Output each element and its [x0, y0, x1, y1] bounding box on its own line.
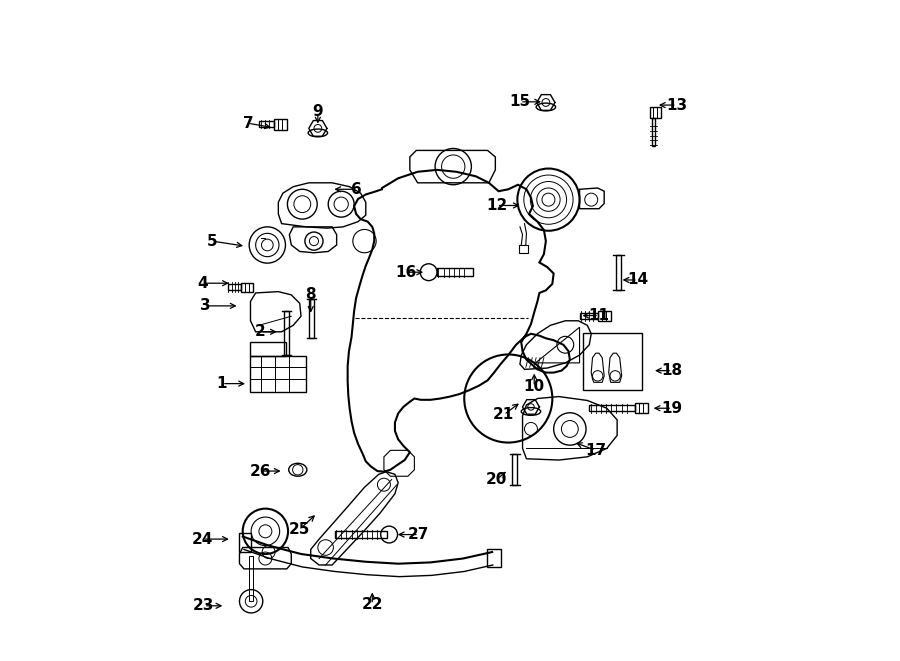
Text: 14: 14 — [627, 272, 648, 288]
Bar — [580, 313, 598, 319]
Text: 9: 9 — [312, 104, 323, 119]
Text: 27: 27 — [409, 527, 429, 542]
Text: 6: 6 — [351, 182, 362, 197]
Text: 8: 8 — [305, 288, 316, 302]
Bar — [250, 356, 305, 392]
Text: 23: 23 — [194, 598, 214, 613]
Text: 15: 15 — [509, 95, 530, 109]
Text: 3: 3 — [200, 298, 211, 313]
Text: 20: 20 — [486, 472, 508, 487]
Text: 12: 12 — [486, 198, 508, 213]
Bar — [250, 342, 286, 356]
Text: 21: 21 — [493, 407, 515, 422]
Text: 19: 19 — [662, 401, 683, 416]
Bar — [249, 556, 253, 602]
Text: 13: 13 — [666, 98, 688, 112]
Bar — [335, 531, 386, 538]
Bar — [512, 453, 517, 485]
Text: 22: 22 — [362, 597, 383, 612]
Text: 17: 17 — [585, 443, 607, 458]
Text: 16: 16 — [395, 264, 417, 280]
Text: 4: 4 — [197, 276, 208, 291]
Bar — [437, 268, 472, 276]
Text: 5: 5 — [207, 233, 218, 249]
Bar — [652, 118, 655, 146]
Bar — [284, 311, 290, 355]
Text: 24: 24 — [192, 531, 213, 547]
Bar — [259, 121, 274, 127]
Bar — [309, 299, 314, 338]
Text: 10: 10 — [524, 379, 544, 395]
Text: 11: 11 — [589, 308, 609, 323]
Text: 26: 26 — [249, 463, 271, 479]
Text: 7: 7 — [243, 116, 253, 131]
Text: 18: 18 — [662, 363, 683, 378]
Bar — [583, 333, 643, 390]
Text: 2: 2 — [255, 325, 266, 339]
Bar — [616, 254, 621, 290]
Text: 1: 1 — [217, 376, 227, 391]
Text: 25: 25 — [289, 522, 310, 537]
Bar — [590, 405, 634, 411]
